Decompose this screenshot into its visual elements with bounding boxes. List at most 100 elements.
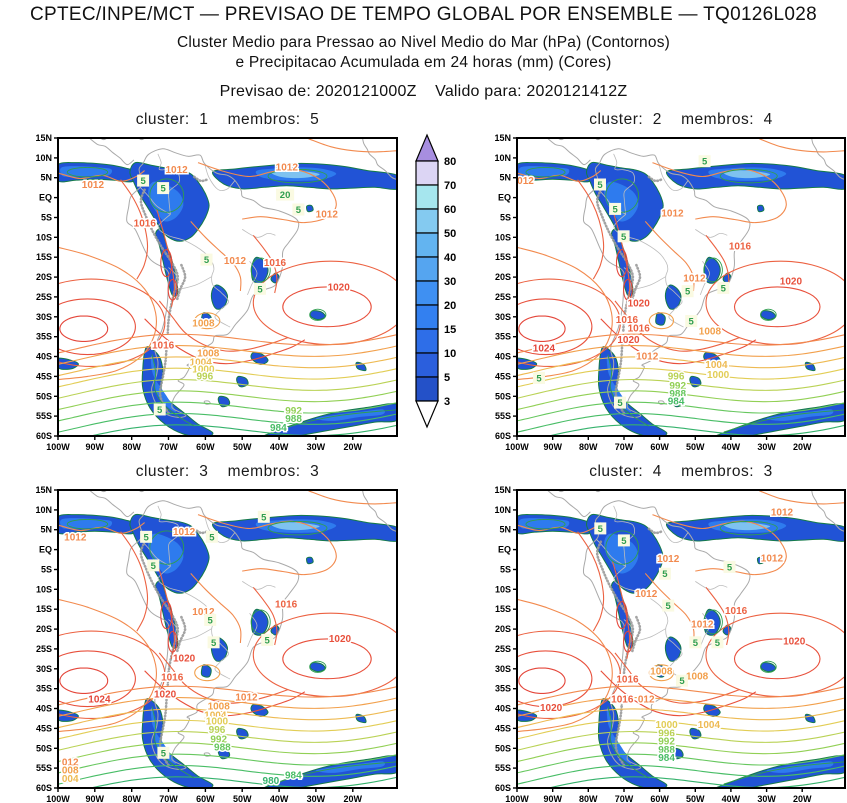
lat-tick-label: 45S bbox=[495, 723, 511, 733]
pressure-contour-label: 1020 bbox=[780, 277, 803, 288]
pressure-contour-label: 1012 bbox=[635, 589, 658, 600]
lat-tick-label: 5N bbox=[499, 525, 511, 535]
lat-tick-label: 10S bbox=[36, 584, 52, 594]
pressure-contour-label: 1000 bbox=[206, 717, 229, 728]
pressure-contour-label: 1008 bbox=[208, 702, 231, 713]
lon-tick-label: 60W bbox=[650, 442, 669, 452]
lat-tick-label: 40S bbox=[36, 704, 52, 714]
pressure-contour-label: 992 bbox=[669, 381, 686, 392]
lon-tick-label: 50W bbox=[686, 794, 705, 803]
lat-tick-label: 60S bbox=[36, 783, 52, 793]
lon-tick-label: 40W bbox=[722, 442, 741, 452]
lon-tick-label: 20W bbox=[793, 794, 812, 803]
lon-tick-label: 70W bbox=[615, 794, 634, 803]
pressure-contour-label: 1004 bbox=[705, 360, 728, 371]
lon-tick-label: 30W bbox=[757, 442, 776, 452]
lat-tick-label: 15S bbox=[36, 252, 52, 262]
pressure-contour-label: 1016 bbox=[616, 675, 639, 686]
lat-tick-label: 15S bbox=[36, 604, 52, 614]
pressure-contour-label: 1016 bbox=[729, 242, 752, 253]
precip-contour-label: 5 bbox=[261, 512, 267, 523]
lon-tick-label: 40W bbox=[270, 442, 289, 452]
colorbar-tick-label: 15 bbox=[444, 324, 456, 336]
precip-contour-label: 5 bbox=[727, 562, 733, 573]
lat-tick-label: 40S bbox=[495, 704, 511, 714]
subtitle-line-1: Cluster Medio para Pressao ao Nivel Medi… bbox=[176, 34, 671, 51]
main-title: CPTEC/INPE/MCT — PREVISAO DE TEMPO GLOBA… bbox=[29, 4, 818, 25]
lat-tick-label: 35S bbox=[495, 332, 511, 342]
lat-tick-label: 25S bbox=[495, 644, 511, 654]
lat-tick-label: EQ bbox=[498, 545, 511, 555]
lat-tick-label: 5N bbox=[40, 525, 52, 535]
lat-tick-label: 55S bbox=[36, 411, 52, 421]
colorbar-tick-label: 40 bbox=[444, 252, 456, 264]
lat-tick-label: 5S bbox=[500, 565, 511, 575]
lat-tick-label: 50S bbox=[495, 391, 511, 401]
pressure-contour-label: 996 bbox=[209, 725, 226, 736]
pressure-contour-label: 996 bbox=[196, 372, 213, 383]
pressure-contour-label: 1012 bbox=[691, 619, 714, 630]
pressure-contour-label: 1020 bbox=[173, 654, 196, 665]
pressure-contour-label: 1016 bbox=[611, 695, 634, 706]
colorbar-segment bbox=[415, 256, 439, 282]
colorbar-tick-label: 5 bbox=[444, 372, 450, 384]
lon-tick-label: 50W bbox=[233, 442, 252, 452]
lon-tick-label: 50W bbox=[233, 794, 252, 803]
lat-tick-label: 25S bbox=[36, 644, 52, 654]
precip-contour-label: 5 bbox=[662, 569, 668, 580]
pressure-contour-label: 1024 bbox=[88, 695, 111, 706]
lon-tick-label: 70W bbox=[159, 442, 178, 452]
precip-contour-label: 5 bbox=[689, 317, 695, 328]
pressure-contour-label: 1016 bbox=[161, 672, 184, 683]
lon-tick-label: 80W bbox=[579, 794, 598, 803]
colorbar-segment bbox=[415, 280, 439, 306]
precip-contour-label: 5 bbox=[143, 532, 149, 543]
lon-tick-label: 20W bbox=[344, 794, 363, 803]
subtitle-line-2: e Precipitacao Acumulada em 24 horas (mm… bbox=[235, 54, 612, 71]
pressure-contour-label: 1020 bbox=[154, 690, 177, 701]
lat-tick-label: 45S bbox=[495, 371, 511, 381]
lon-tick-label: 30W bbox=[307, 794, 326, 803]
pressure-contour-label: 988 bbox=[669, 389, 686, 400]
precip-contour-label: 5 bbox=[702, 157, 708, 168]
colorbar-segment bbox=[415, 160, 439, 186]
lon-tick-label: 90W bbox=[86, 442, 105, 452]
panel-1-map: 1012 1012 1012 1012 1016 1012 1016 1020 1008 1016… bbox=[24, 132, 400, 463]
lat-tick-label: EQ bbox=[498, 193, 511, 203]
pressure-contour-label: 012 bbox=[62, 757, 79, 768]
pressure-contour-label: 1016 bbox=[628, 323, 651, 334]
lat-tick-label: 40S bbox=[36, 352, 52, 362]
panel-map-svg: 1012 1012 1012 1012 1016 1012 1020 1008 1008 1016… bbox=[494, 485, 846, 803]
colorbar-under-arrow bbox=[415, 400, 439, 429]
precip-contour-label: 5 bbox=[536, 373, 542, 384]
pressure-contour-label: 1020 bbox=[540, 703, 563, 714]
lat-tick-label: 10N bbox=[35, 153, 52, 163]
colorbar-tick-label: 60 bbox=[444, 204, 456, 216]
lat-tick-label: 60S bbox=[495, 431, 511, 441]
pressure-contour-label: 1016 bbox=[275, 599, 298, 610]
pressure-contour-label: 1012 bbox=[771, 507, 794, 518]
precip-contour-label: 5 bbox=[721, 283, 727, 294]
lon-tick-label: 40W bbox=[270, 794, 289, 803]
panel-1-title: cluster: 1 membros: 5 bbox=[135, 111, 320, 128]
lat-tick-label: 30S bbox=[36, 312, 52, 322]
lat-tick-label: EQ bbox=[39, 193, 52, 203]
lon-tick-label: 100W bbox=[46, 442, 70, 452]
lat-tick-label: 45S bbox=[36, 723, 52, 733]
pressure-contour-label: 012 bbox=[517, 176, 534, 187]
pressure-contour-label: 1016 bbox=[616, 315, 639, 326]
panel-3-map: 1012 1012 1016 1012 1020 1020 1016 1024 1020 1012… bbox=[24, 484, 400, 803]
precip-contour-label: 5 bbox=[693, 638, 699, 649]
colorbar-tick-label: 3 bbox=[444, 396, 450, 408]
lat-tick-label: 25S bbox=[495, 292, 511, 302]
pressure-contour-label: 984 bbox=[668, 397, 685, 408]
lon-tick-label: 60W bbox=[196, 442, 215, 452]
colorbar-tick-label: 70 bbox=[444, 180, 456, 192]
lat-tick-label: 10N bbox=[494, 505, 511, 515]
precip-contour-label: 5 bbox=[597, 180, 603, 191]
pressure-contour-label: 1012 bbox=[82, 180, 105, 191]
precip-contour-label: 5 bbox=[209, 532, 215, 543]
lat-tick-label: 55S bbox=[495, 411, 511, 421]
lon-tick-label: 50W bbox=[686, 442, 705, 452]
